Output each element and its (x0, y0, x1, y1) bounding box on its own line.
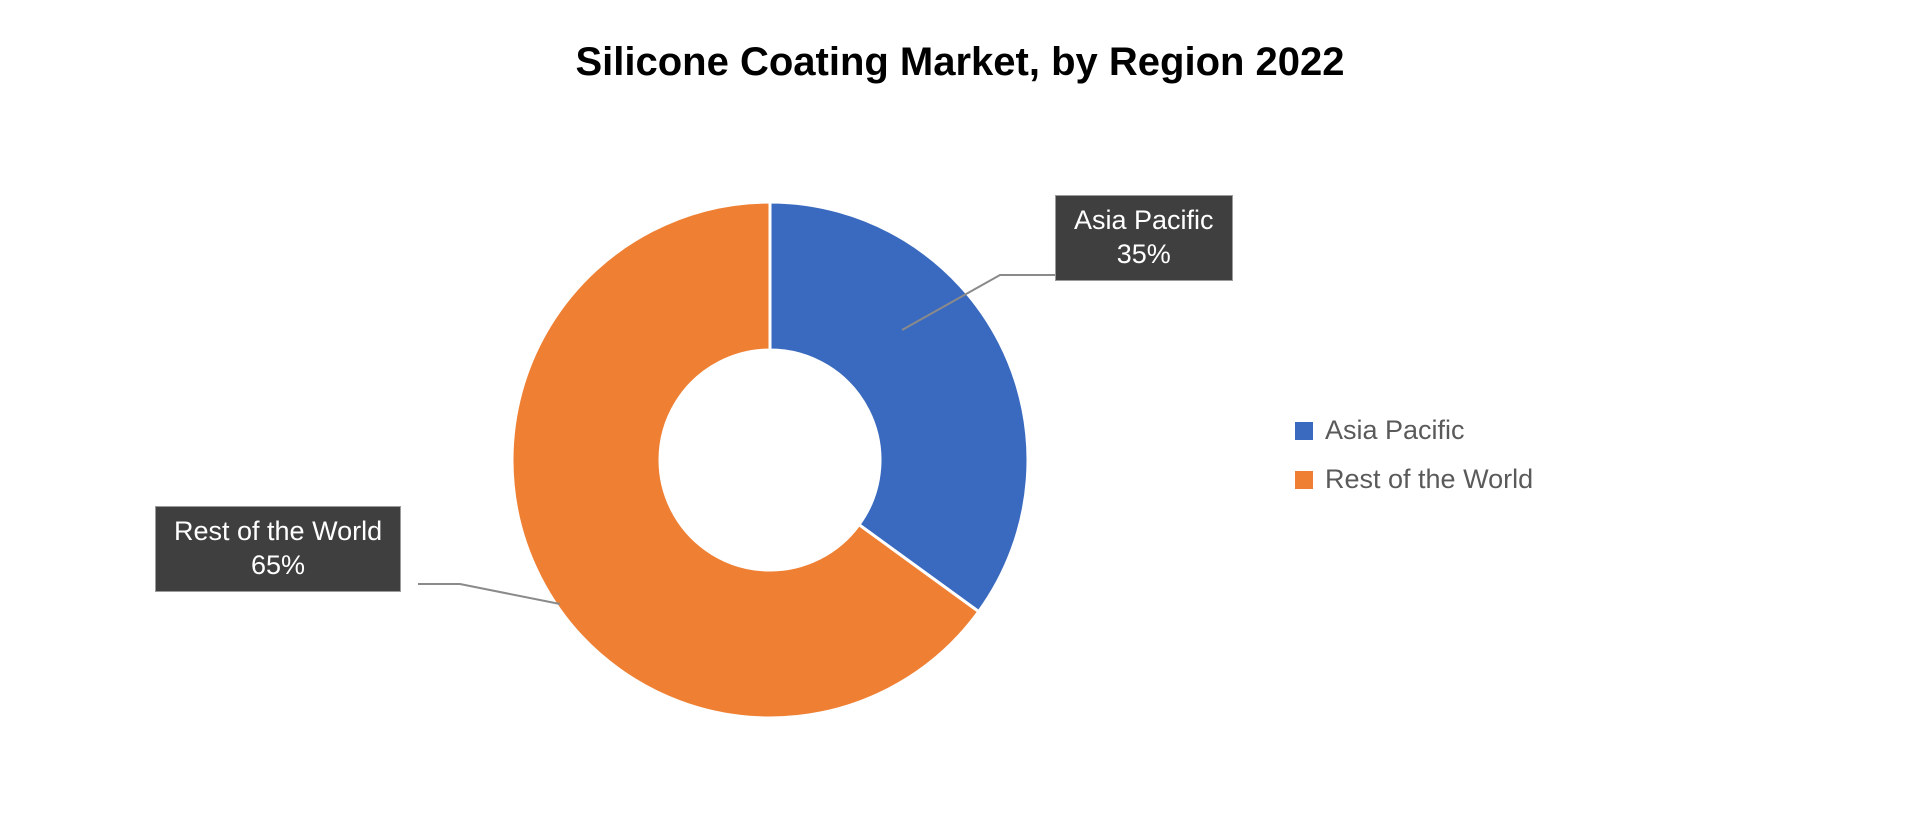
callout-percent: 65% (174, 549, 382, 583)
legend-swatch (1295, 471, 1313, 489)
chart-title: Silicone Coating Market, by Region 2022 (0, 40, 1920, 85)
callout-label: Rest of the World (174, 515, 382, 549)
donut-slice (770, 202, 1028, 612)
callout-rest-of-world: Rest of the World 65% (155, 506, 401, 592)
donut-chart (512, 202, 1028, 723)
legend-swatch (1295, 422, 1313, 440)
legend-item-rest-of-world: Rest of the World (1295, 464, 1533, 495)
callout-percent: 35% (1074, 238, 1214, 272)
callout-label: Asia Pacific (1074, 204, 1214, 238)
legend-label: Rest of the World (1325, 464, 1533, 495)
legend-label: Asia Pacific (1325, 415, 1465, 446)
legend-item-asia-pacific: Asia Pacific (1295, 415, 1533, 446)
legend: Asia Pacific Rest of the World (1295, 415, 1533, 513)
callout-asia-pacific: Asia Pacific 35% (1055, 195, 1233, 281)
donut-svg (512, 202, 1028, 718)
